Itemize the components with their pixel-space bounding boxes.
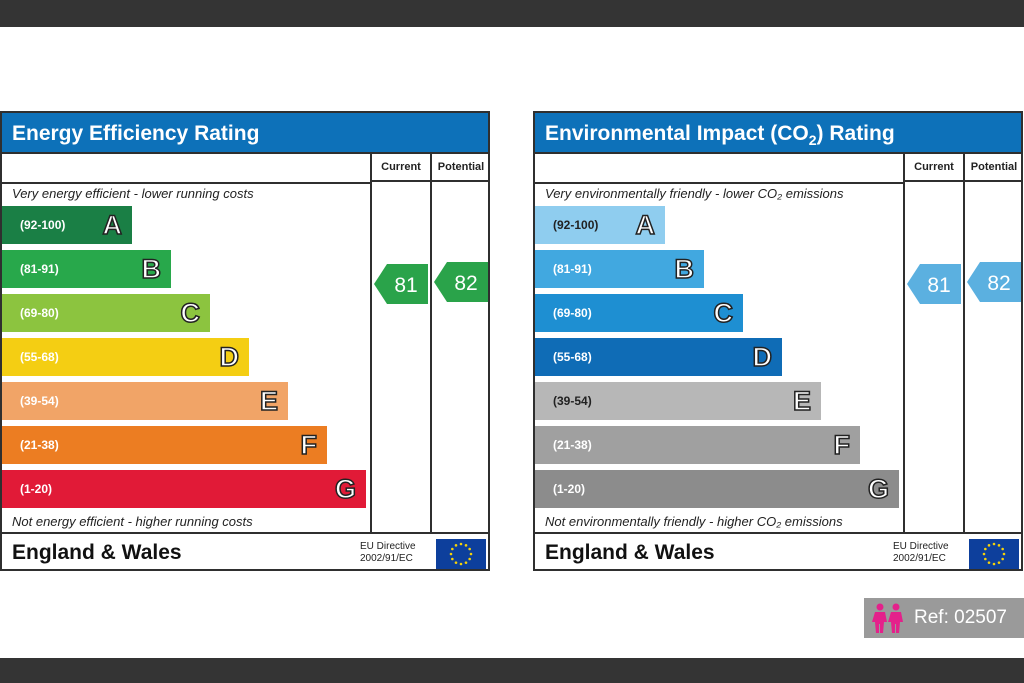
eu-directive: EU Directive 2002/91/EC	[893, 541, 949, 565]
eu-directive-line1: EU Directive	[893, 541, 949, 552]
chart-title: Energy Efficiency Rating	[2, 113, 488, 154]
band-letter: D	[219, 341, 240, 373]
top-letterbox	[0, 0, 1024, 27]
band-letter: E	[792, 385, 812, 417]
band-range-label: (39-54)	[553, 394, 592, 408]
eu-directive: EU Directive 2002/91/EC	[360, 541, 416, 565]
region-label: England & Wales	[545, 541, 715, 564]
eu-flag-icon	[969, 539, 1019, 569]
title-divider	[535, 152, 1021, 154]
rating-band-a: (92-100) A	[535, 206, 665, 244]
band-range-label: (1-20)	[553, 482, 586, 496]
band-range-label: (1-20)	[20, 482, 53, 496]
potential-rating-arrow: 82	[434, 262, 488, 302]
rating-band-g: (1-20) G	[535, 470, 899, 508]
band-letter: F	[300, 429, 318, 461]
current-column-header: Current	[370, 154, 430, 182]
rating-band-a: (92-100) A	[2, 206, 132, 244]
band-range-label: (81-91)	[553, 262, 592, 276]
band-range-label: (69-80)	[553, 306, 592, 320]
header-divider	[535, 182, 903, 184]
rating-band-f: (21-38) F	[535, 426, 860, 464]
band-range-label: (39-54)	[20, 394, 59, 408]
header-divider	[2, 182, 370, 184]
band-letter: E	[259, 385, 279, 417]
potential-arrow-shape	[434, 262, 488, 302]
band-letter: A	[635, 209, 656, 241]
potential-rating-value: 82	[454, 272, 477, 295]
rating-band-f: (21-38) F	[2, 426, 327, 464]
reference-badge: Ref: 02507	[864, 598, 1024, 638]
rating-band-d: (55-68) D	[535, 338, 782, 376]
potential-rating-arrow: 82	[967, 262, 1021, 302]
potential-rating-value: 82	[987, 272, 1010, 295]
band-letter: A	[102, 209, 123, 241]
band-range-label: (69-80)	[20, 306, 59, 320]
current-column	[903, 182, 963, 534]
rating-band-d: (55-68) D	[2, 338, 249, 376]
rating-band-e: (39-54) E	[535, 382, 821, 420]
footer-divider	[535, 532, 1021, 534]
current-rating-value: 81	[927, 274, 950, 297]
rating-band-c: (69-80) C	[2, 294, 210, 332]
band-range-label: (55-68)	[20, 350, 59, 364]
bottom-letterbox	[0, 658, 1024, 683]
band-range-label: (92-100)	[20, 218, 66, 232]
current-arrow-shape	[907, 264, 961, 304]
band-range-label: (21-38)	[553, 438, 592, 452]
energy-efficiency-chart: Energy Efficiency Rating Current Potenti…	[0, 111, 490, 571]
note-top: Very energy efficient - lower running co…	[12, 186, 254, 201]
band-letter: B	[674, 253, 695, 285]
people-icon	[872, 603, 903, 633]
band-letter: B	[141, 253, 162, 285]
band-letter: G	[867, 473, 890, 505]
potential-column-header: Potential	[430, 154, 490, 182]
band-letter: F	[833, 429, 851, 461]
current-rating-arrow: 81	[907, 264, 961, 304]
band-range-label: (92-100)	[553, 218, 599, 232]
rating-band-b: (81-91) B	[535, 250, 704, 288]
current-rating-arrow: 81	[374, 264, 428, 304]
current-column	[370, 182, 430, 534]
title-divider	[2, 152, 488, 154]
band-range-label: (55-68)	[553, 350, 592, 364]
current-column-header: Current	[903, 154, 963, 182]
note-bottom: Not energy efficient - higher running co…	[12, 514, 253, 529]
eu-directive-line2: 2002/91/EC	[893, 553, 946, 564]
potential-column	[963, 182, 1023, 534]
current-arrow-shape	[374, 264, 428, 304]
potential-column-header: Potential	[963, 154, 1023, 182]
band-letter: C	[713, 297, 734, 329]
rating-band-g: (1-20) G	[2, 470, 366, 508]
reference-label: Ref: 02507	[914, 607, 1007, 628]
potential-arrow-shape	[967, 262, 1021, 302]
rating-band-e: (39-54) E	[2, 382, 288, 420]
band-letter: G	[334, 473, 357, 505]
environmental-impact-chart: Environmental Impact (CO2) Rating Curren…	[533, 111, 1023, 571]
band-letter: C	[180, 297, 201, 329]
current-rating-value: 81	[394, 274, 417, 297]
note-top: Very environmentally friendly - lower CO…	[545, 186, 844, 201]
rating-band-b: (81-91) B	[2, 250, 171, 288]
band-letter: D	[752, 341, 773, 373]
band-range-label: (81-91)	[20, 262, 59, 276]
chart-title: Environmental Impact (CO2) Rating	[535, 113, 1021, 154]
rating-band-c: (69-80) C	[535, 294, 743, 332]
eu-directive-line1: EU Directive	[360, 541, 416, 552]
eu-flag-icon	[436, 539, 486, 569]
note-bottom: Not environmentally friendly - higher CO…	[545, 514, 843, 529]
potential-column	[430, 182, 490, 534]
footer-divider	[2, 532, 488, 534]
band-range-label: (21-38)	[20, 438, 59, 452]
eu-directive-line2: 2002/91/EC	[360, 553, 413, 564]
region-label: England & Wales	[12, 541, 182, 564]
